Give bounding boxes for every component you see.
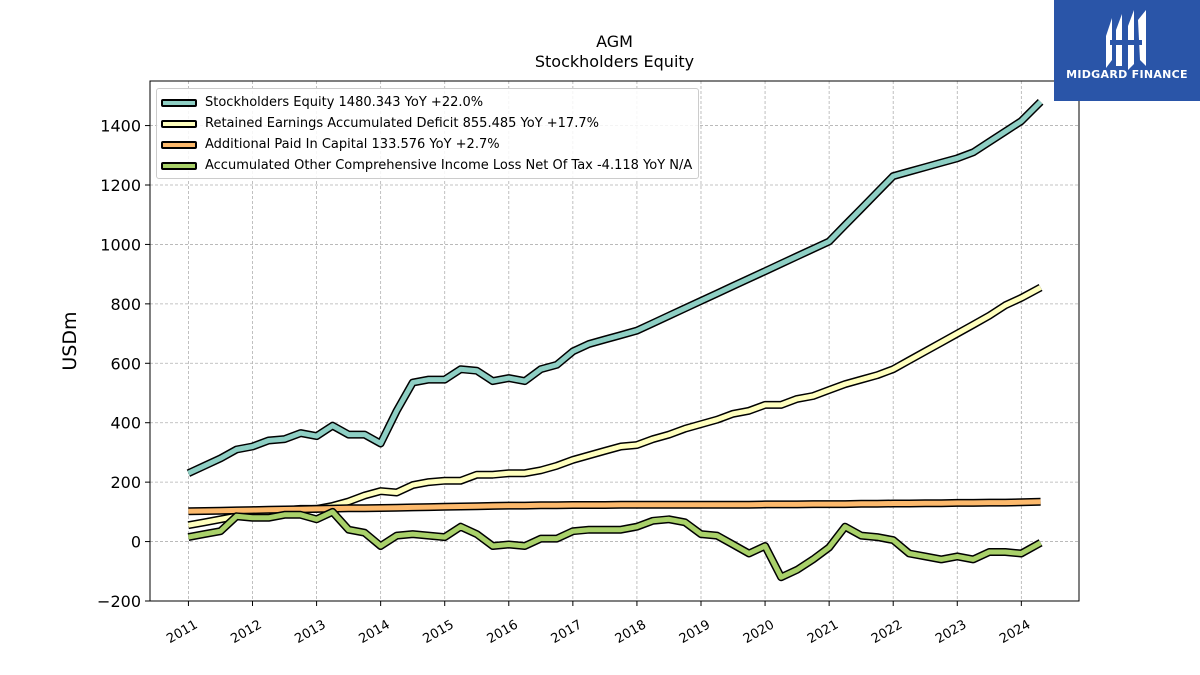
legend-label: Stockholders Equity 1480.343 YoY +22.0% — [205, 95, 484, 110]
legend-item-stockholders-equity: Stockholders Equity 1480.343 YoY +22.0% — [161, 92, 692, 113]
series-lines — [186, 98, 1044, 582]
y-tick-label: 600 — [110, 354, 141, 373]
legend-swatch — [161, 98, 197, 107]
y-tick-label: 400 — [110, 414, 141, 433]
legend-item-additional-paid-in-capital: Additional Paid In Capital 133.576 YoY +… — [161, 134, 692, 155]
y-tick-label: 1000 — [100, 235, 141, 254]
y-tick-label: 200 — [110, 473, 141, 492]
logo-text: MIDGARD FINANCE — [1066, 68, 1188, 81]
y-tick-label: 1200 — [100, 176, 141, 195]
legend-swatch — [161, 140, 197, 149]
x-tick-label: 2021 — [805, 617, 841, 647]
plot-area — [149, 80, 1080, 602]
x-tick-label: 2016 — [485, 617, 521, 647]
series-3-line — [187, 509, 1042, 580]
legend-item-retained-earnings: Retained Earnings Accumulated Deficit 85… — [161, 113, 692, 134]
x-tick-label: 2013 — [292, 617, 328, 647]
brand-logo: MIDGARD FINANCE — [1054, 0, 1200, 101]
y-tick-label: 1400 — [100, 117, 141, 136]
x-tick-label: 2015 — [421, 617, 457, 647]
x-tick-label: 2018 — [613, 617, 649, 647]
legend-swatch — [161, 161, 197, 170]
legend-item-accumulated-oci: Accumulated Other Comprehensive Income L… — [161, 155, 692, 176]
y-tick-label: −200 — [97, 592, 141, 611]
x-tick-label: 2014 — [356, 617, 392, 647]
series-2-line — [188, 499, 1041, 514]
chart-title: AGM — [596, 32, 633, 51]
x-tick-label: 2012 — [228, 617, 264, 647]
y-tick-label: 800 — [110, 295, 141, 314]
x-tick-label: 2011 — [164, 617, 200, 647]
legend-swatch — [161, 119, 197, 128]
y-tick-label: 0 — [131, 533, 141, 552]
logo-icon — [1106, 10, 1146, 70]
series-0-line — [187, 100, 1043, 476]
x-tick-label: 2023 — [933, 617, 969, 647]
legend-label: Accumulated Other Comprehensive Income L… — [205, 158, 693, 173]
x-tick-label: 2020 — [741, 617, 777, 647]
legend-label: Additional Paid In Capital 133.576 YoY +… — [205, 137, 500, 152]
x-tick-label: 2024 — [997, 617, 1033, 647]
y-axis-label: USDm — [59, 311, 81, 370]
legend-label: Retained Earnings Accumulated Deficit 85… — [205, 116, 599, 131]
x-tick-label: 2022 — [869, 617, 905, 647]
x-tick-label: 2019 — [677, 617, 713, 647]
x-tick-label: 2017 — [549, 617, 585, 647]
legend: Stockholders Equity 1480.343 YoY +22.0% … — [156, 88, 700, 179]
chart-subtitle: Stockholders Equity — [534, 52, 695, 71]
